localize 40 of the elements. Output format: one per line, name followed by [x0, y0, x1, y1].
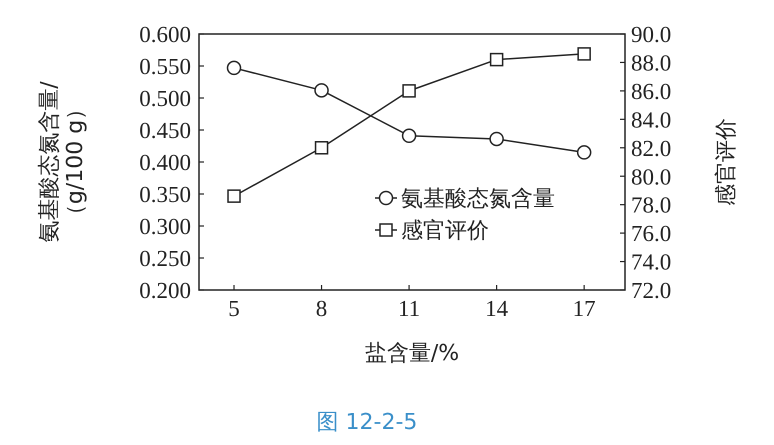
y-axis-title: 氨基酸态氮含量/ （g/100 g） [37, 80, 88, 243]
point [490, 52, 504, 66]
y-tick-label: 0.400 [139, 150, 191, 176]
point [577, 47, 591, 61]
legend-label: 感官评价 [401, 218, 489, 244]
x-tick-label: 11 [398, 296, 420, 321]
y2-tick-label: 90.0 [631, 22, 672, 48]
y2-tick-label: 84.0 [631, 107, 672, 132]
y-tick-label: 0.300 [139, 214, 191, 240]
point [402, 84, 416, 98]
point [314, 141, 328, 155]
y2-tick-label: 76.0 [631, 221, 672, 246]
y-tick-label: 0.550 [139, 54, 191, 80]
y-tick-label: 0.500 [139, 86, 191, 112]
point [576, 145, 592, 160]
y-tick-label: 0.350 [139, 182, 191, 208]
y2-axis-title: 感官评价 [714, 118, 739, 206]
x-tick-label: 17 [572, 296, 596, 321]
y-tick-label: 0.450 [139, 118, 191, 144]
x-axis-title: 盐含量/% [364, 341, 460, 366]
point [227, 189, 241, 203]
y2-tick-label: 86.0 [631, 78, 672, 104]
legend-label: 氨基酸态氮含量 [401, 186, 555, 212]
x-tick-label: 14 [485, 296, 509, 321]
y2-tick-label: 80.0 [631, 164, 672, 190]
point [314, 83, 329, 98]
x-tick-label: 8 [316, 296, 328, 321]
y2-tick-label: 72.0 [631, 278, 672, 304]
y2-tick-label: 88.0 [631, 50, 672, 76]
y-tick-label: 0.200 [139, 278, 191, 304]
x-tick-label: 5 [228, 296, 240, 321]
y2-tick-label: 82.0 [631, 136, 672, 161]
y-tick-label: 0.250 [139, 246, 191, 272]
y2-tick-label: 78.0 [631, 192, 672, 218]
y-tick-label: 0.600 [139, 22, 191, 48]
point [402, 128, 416, 144]
caption: 图 12-2-5 [316, 410, 418, 435]
point [489, 132, 504, 146]
point [226, 60, 242, 76]
y2-tick-label: 74.0 [631, 250, 672, 275]
